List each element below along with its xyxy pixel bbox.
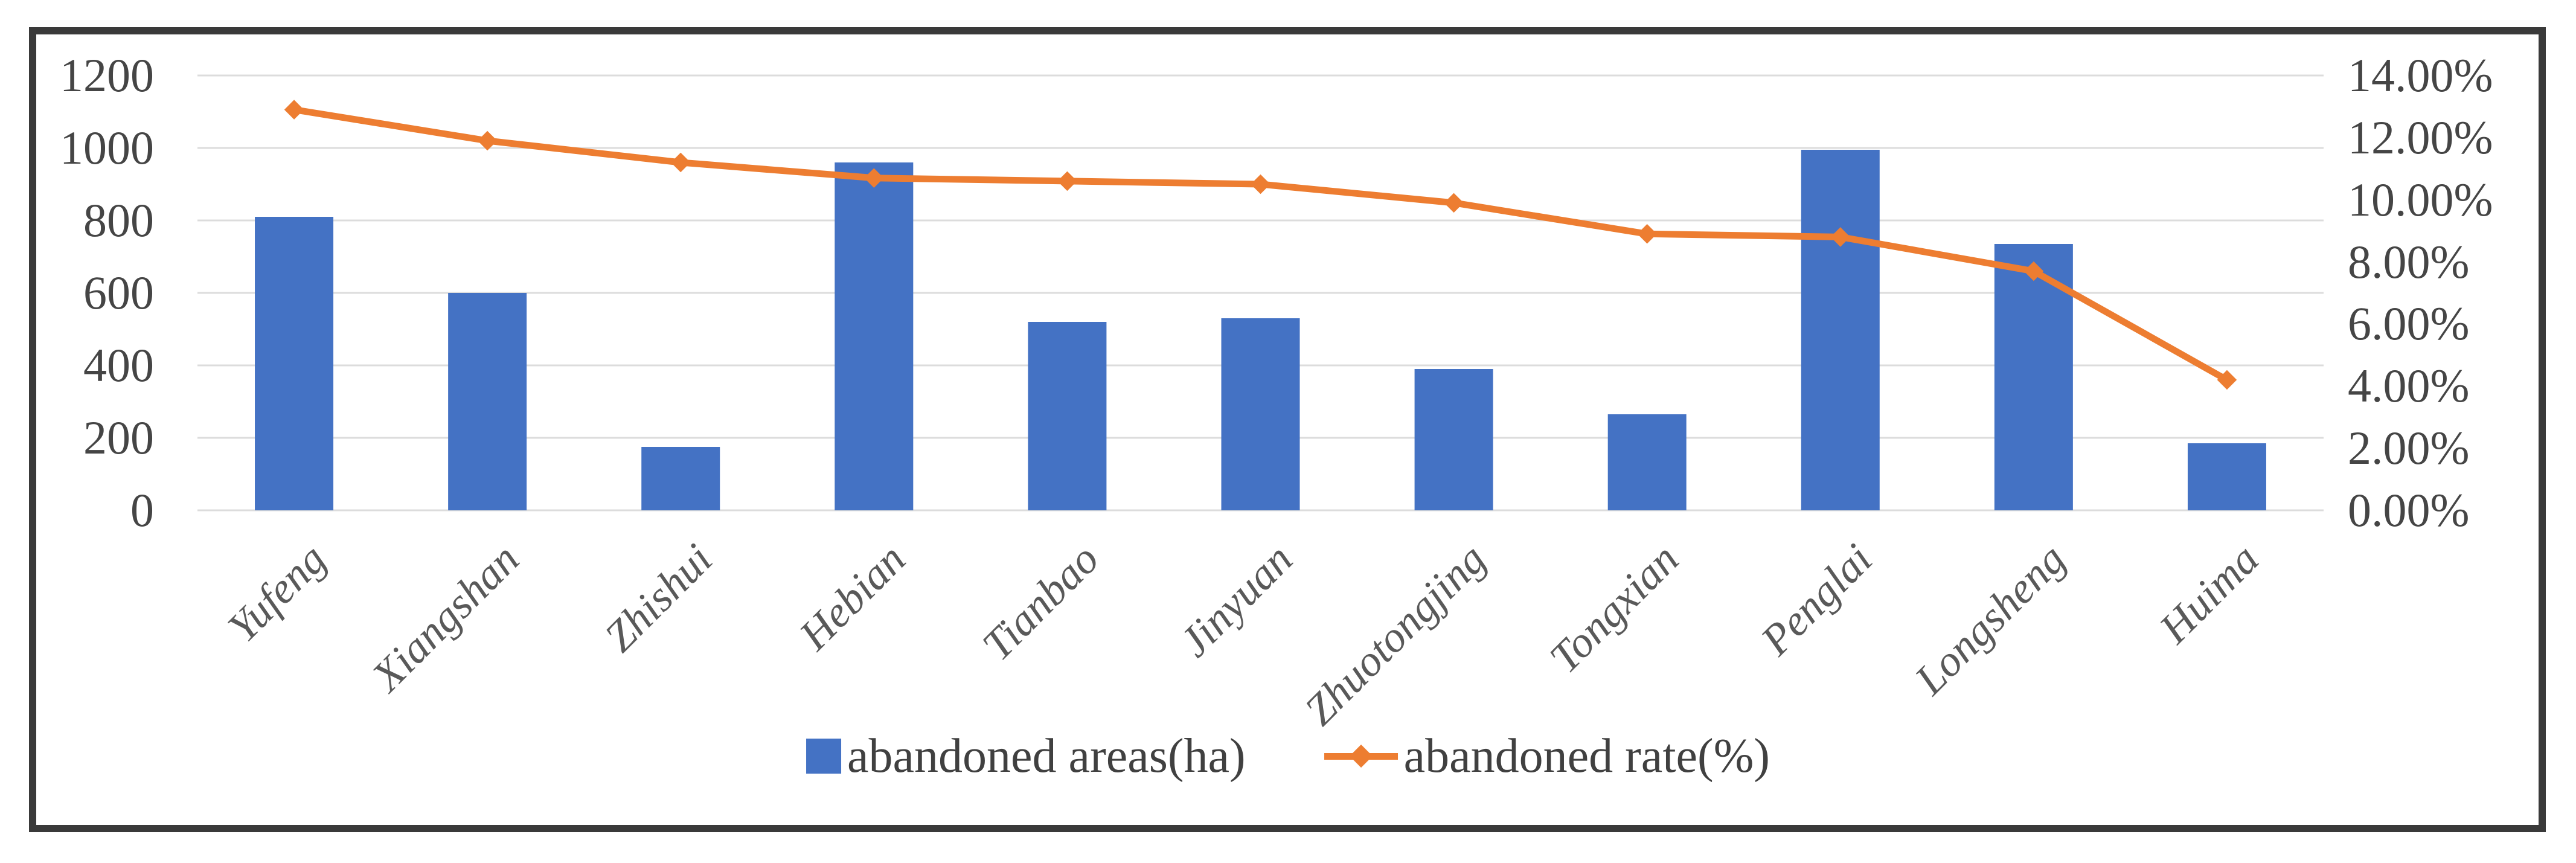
left-axis-tick-label: 200 <box>83 411 154 464</box>
legend-item-rate: abandoned rate(%) <box>1324 732 1770 780</box>
bar-hebian <box>835 162 914 510</box>
left-axis-tick-label: 1000 <box>60 121 154 174</box>
rate-point-yufeng <box>284 100 304 120</box>
left-axis-tick-label: 0 <box>130 484 154 536</box>
bar-xiangshan <box>448 293 527 510</box>
legend-areas-label: abandoned areas(ha) <box>847 730 1246 783</box>
legend-item-areas: abandoned areas(ha) <box>806 732 1246 780</box>
rate-point-xiangshan <box>477 130 498 151</box>
rate-point-zhuotongjing <box>1444 193 1464 213</box>
right-axis-tick-label: 8.00% <box>2348 235 2470 288</box>
legend-line-marker-icon <box>1324 744 1398 768</box>
bar-zhishui <box>641 447 720 510</box>
right-axis-tick-label: 6.00% <box>2348 297 2470 350</box>
rate-point-hebian <box>864 168 884 188</box>
right-axis-tick-label: 4.00% <box>2348 359 2470 412</box>
bar-jinyuan <box>1221 318 1300 510</box>
right-axis-tick-label: 0.00% <box>2348 484 2470 536</box>
rate-point-jinyuan <box>1251 174 1270 194</box>
rate-point-tongxian <box>1637 224 1657 244</box>
left-axis-tick-label: 1200 <box>60 49 154 101</box>
bar-penglai <box>1801 150 1880 510</box>
left-axis-tick-label: 800 <box>83 194 154 246</box>
right-axis-tick-label: 12.00% <box>2348 111 2493 164</box>
left-axis-tick-label: 400 <box>83 339 154 391</box>
bar-tongxian <box>1607 414 1687 510</box>
rate-point-tianbao <box>1057 171 1077 191</box>
bar-huima <box>2187 443 2266 510</box>
chart-legend: abandoned areas(ha) abandoned rate(%) <box>806 732 1770 780</box>
bar-tianbao <box>1028 322 1107 510</box>
bar-zhuotongjing <box>1414 369 1493 510</box>
legend-bar-swatch-icon <box>806 739 842 774</box>
left-axis-tick-label: 600 <box>83 266 154 319</box>
legend-rate-label: abandoned rate(%) <box>1403 730 1770 783</box>
right-axis-tick-label: 10.00% <box>2348 173 2493 226</box>
bar-yufeng <box>255 217 334 510</box>
right-axis-tick-label: 14.00% <box>2348 49 2493 101</box>
right-axis-tick-label: 2.00% <box>2348 422 2470 475</box>
rate-point-zhishui <box>670 152 691 173</box>
